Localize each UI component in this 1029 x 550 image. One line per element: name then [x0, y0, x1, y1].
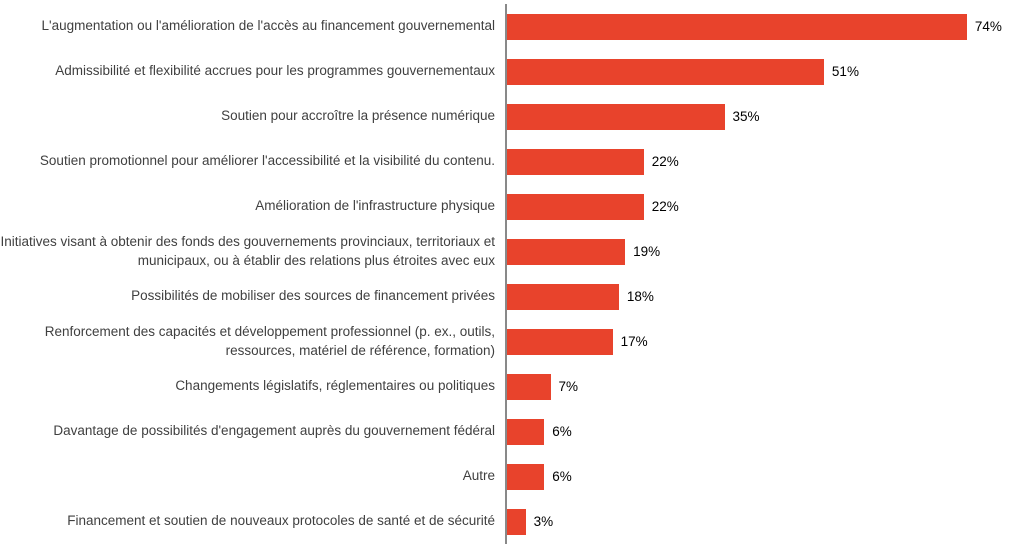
- plot-area: 19%: [505, 229, 1029, 274]
- value-label: 19%: [633, 244, 661, 259]
- bar: [507, 508, 526, 535]
- category-label: Soutien promotionnel pour améliorer l'ac…: [39, 153, 495, 169]
- value-label: 35%: [732, 109, 760, 124]
- category-label: Initiatives visant à obtenir des fonds d…: [0, 234, 495, 268]
- bar: [507, 373, 551, 400]
- plot-area: 17%: [505, 319, 1029, 364]
- value-label: 6%: [552, 424, 572, 439]
- bar: [507, 148, 644, 175]
- value-label: 6%: [552, 469, 572, 484]
- value-label: 3%: [533, 514, 554, 529]
- bar-row: Admissibilité et flexibilité accrues pou…: [0, 49, 1029, 94]
- category-label: Davantage de possibilités d'engagement a…: [53, 423, 495, 439]
- bar-row: Soutien pour accroître la présence numér…: [0, 94, 1029, 139]
- plot-area: 22%: [505, 139, 1029, 184]
- bar-row: Amélioration de l'infrastructure physiqu…: [0, 184, 1029, 229]
- value-label: 7%: [558, 379, 579, 394]
- plot-area: 7%: [505, 364, 1029, 409]
- bar: [507, 418, 545, 445]
- category-label: Renforcement des capacités et développem…: [44, 324, 495, 358]
- category-label: Changements législatifs, réglementaires …: [175, 378, 495, 394]
- bar: [507, 283, 619, 310]
- category-label: Amélioration de l'infrastructure physiqu…: [255, 198, 495, 214]
- plot-area: 51%: [505, 49, 1029, 94]
- bar-row: Davantage de possibilités d'engagement a…: [0, 409, 1029, 454]
- plot-area: 35%: [505, 94, 1029, 139]
- bar: [507, 328, 613, 355]
- plot-area: 6%: [505, 454, 1029, 499]
- bar-row: Possibilités de mobiliser des sources de…: [0, 274, 1029, 319]
- value-label: 17%: [620, 334, 648, 349]
- bar: [507, 13, 967, 40]
- bar-row: Changements législatifs, réglementaires …: [0, 364, 1029, 409]
- bar: [507, 238, 626, 265]
- plot-area: 22%: [505, 184, 1029, 229]
- bar-row: Initiatives visant à obtenir des fonds d…: [0, 229, 1029, 274]
- plot-area: 18%: [505, 274, 1029, 319]
- value-label: 18%: [626, 289, 654, 304]
- bar: [507, 58, 824, 85]
- bar-row: Financement et soutien de nouveaux proto…: [0, 499, 1029, 544]
- value-label: 51%: [831, 64, 859, 79]
- bar: [507, 193, 644, 220]
- bar-rows-container: L'augmentation ou l'amélioration de l'ac…: [0, 4, 1029, 544]
- plot-area: 3%: [505, 499, 1029, 544]
- plot-area: 74%: [505, 4, 1029, 49]
- value-label: 22%: [651, 199, 679, 214]
- category-label: Autre: [462, 468, 495, 484]
- bar-row: Autre 6%: [0, 454, 1029, 499]
- category-label: Possibilités de mobiliser des sources de…: [131, 288, 495, 304]
- bar-row: L'augmentation ou l'amélioration de l'ac…: [0, 4, 1029, 49]
- category-label: L'augmentation ou l'amélioration de l'ac…: [41, 18, 495, 34]
- value-label: 74%: [974, 19, 1002, 34]
- bar: [507, 103, 725, 130]
- category-label: Admissibilité et flexibilité accrues pou…: [55, 63, 495, 79]
- bar: [507, 463, 545, 490]
- category-label: Soutien pour accroître la présence numér…: [221, 108, 495, 124]
- bar-row: Soutien promotionnel pour améliorer l'ac…: [0, 139, 1029, 184]
- bar-row: Renforcement des capacités et développem…: [0, 319, 1029, 364]
- value-label: 22%: [651, 154, 679, 169]
- plot-area: 6%: [505, 409, 1029, 454]
- category-label: Financement et soutien de nouveaux proto…: [67, 513, 495, 529]
